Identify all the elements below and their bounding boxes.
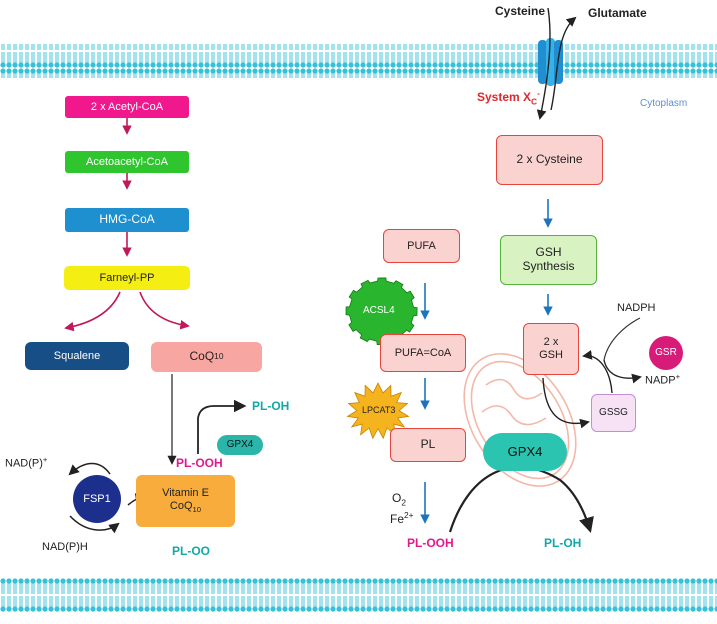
cysteine2-box: 2 x Cysteine	[496, 135, 603, 185]
squalene-box: Squalene	[25, 342, 129, 370]
gpx4-large-box: GPX4	[483, 433, 567, 471]
nadp-label: NADP+	[645, 372, 681, 387]
pl-ooh-label-right: PL-OOH	[407, 536, 454, 550]
gsr-circle: GSR	[649, 336, 683, 370]
pl-oh-label-left: PL-OH	[252, 399, 290, 413]
pl-box: PL	[390, 428, 466, 462]
cytoplasm-label: Cytoplasm	[640, 98, 688, 109]
top-membrane	[0, 44, 717, 78]
acsl4-label: ACSL4	[363, 305, 395, 316]
pufa-coa-box: PUFA=CoA	[380, 334, 466, 372]
hmg-coa-box: HMG-CoA	[65, 208, 189, 232]
coq10-label: CoQ10	[169, 499, 202, 514]
acetyl-coa-box: 2 x Acetyl-CoA	[65, 96, 189, 118]
pufa-box: PUFA	[383, 229, 460, 263]
gsh-synthesis-box: GSH Synthesis	[500, 235, 597, 285]
acetoacetyl-coa-box: Acetoacetyl-CoA	[65, 151, 189, 173]
lpcat3-burst	[346, 382, 410, 440]
bottom-membrane	[0, 578, 717, 612]
glutamate-label: Glutamate	[588, 6, 647, 20]
nadph-label: NAD(P)H	[42, 541, 88, 553]
vitamin-e-coq10-box: Vitamin E CoQ10	[136, 475, 235, 527]
pl-oh-label-right: PL-OH	[544, 536, 582, 550]
mevalonate-arrows	[64, 118, 190, 332]
gssg-box: GSSG	[591, 394, 636, 432]
pl-ooh-label-left: PL-OOH	[176, 456, 223, 470]
system-xc-transporter	[536, 7, 577, 120]
pl-oo-label: PL-OO	[172, 544, 210, 558]
fe-label: Fe2+	[390, 510, 414, 526]
vitamin-e-label: Vitamin E	[162, 487, 209, 500]
o2-label: O2	[392, 491, 407, 508]
gpx4-small-box: GPX4	[217, 435, 263, 455]
nadp-plus-label: NAD(P)+	[5, 455, 48, 470]
farnesyl-pp-box: Farneyl-PP	[64, 266, 190, 290]
gsh-box: 2 x GSH	[523, 323, 579, 375]
system-xc-label: System XC-	[477, 88, 540, 107]
cysteine-label: Cysteine	[495, 4, 546, 18]
nadph-label-right: NADPH	[617, 302, 656, 314]
coq10-box: CoQ 10	[151, 342, 262, 372]
fsp1-circle: FSP1	[73, 475, 121, 523]
gsh-gssg-cycle	[542, 317, 642, 429]
lpcat3-label: LPCAT3	[362, 405, 396, 415]
